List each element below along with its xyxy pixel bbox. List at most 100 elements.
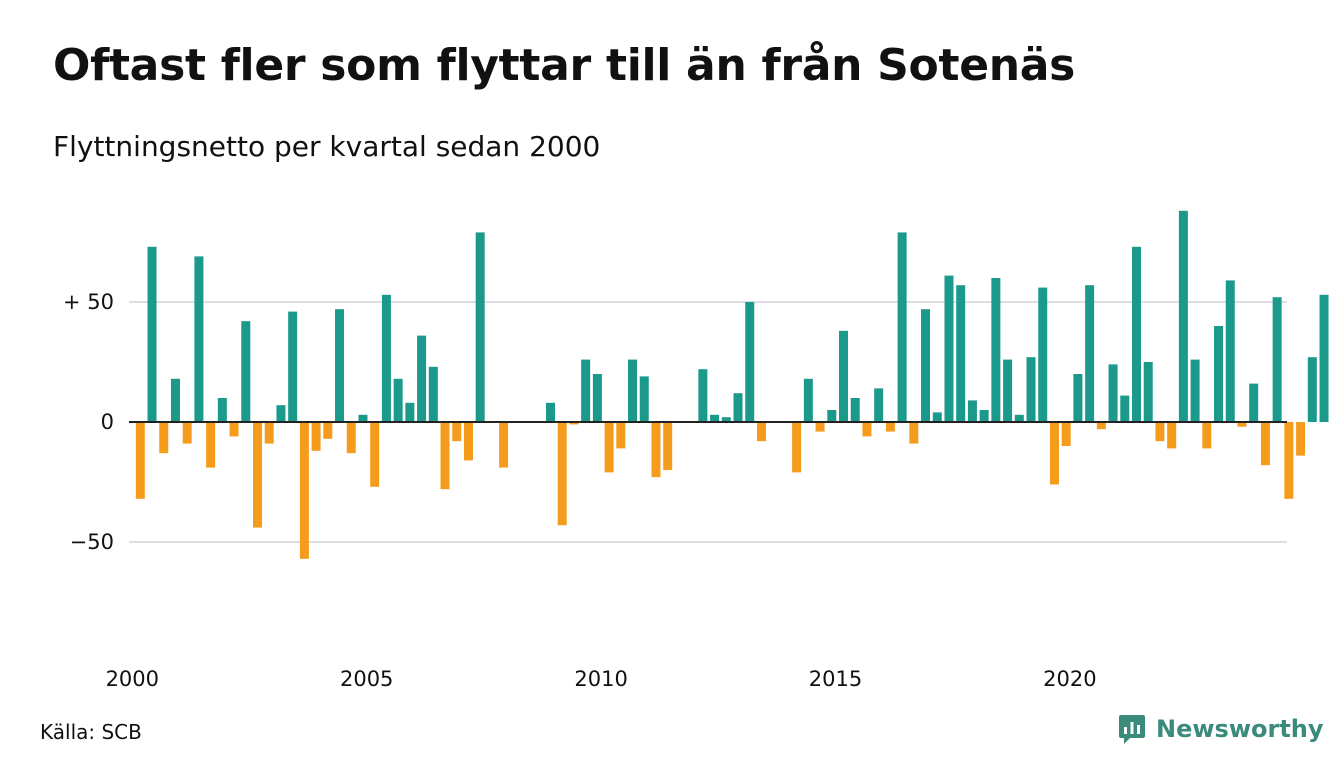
bar <box>850 398 860 422</box>
brand-logo: Newsworthy <box>1118 713 1324 745</box>
bar <box>1038 287 1048 422</box>
bar <box>1014 414 1024 422</box>
bar <box>710 414 720 422</box>
bar <box>557 422 567 526</box>
x-tick-label: 2015 <box>809 667 862 691</box>
bar <box>921 309 931 422</box>
bar <box>1143 362 1153 422</box>
bar <box>440 422 450 490</box>
bar <box>604 422 614 473</box>
bar <box>346 422 356 454</box>
bar <box>381 294 391 422</box>
bar <box>229 422 239 437</box>
bar <box>135 422 145 499</box>
bar <box>1202 422 1212 449</box>
bar <box>1307 357 1317 422</box>
bar <box>698 369 708 422</box>
x-tick-label: 2020 <box>1043 667 1096 691</box>
bar <box>1225 280 1235 422</box>
bar <box>323 422 333 439</box>
bar <box>147 246 157 422</box>
bar <box>991 278 1001 422</box>
bar <box>874 388 884 422</box>
bar <box>393 378 403 422</box>
bars <box>135 210 1329 559</box>
bar <box>217 398 227 422</box>
x-tick-label: 2005 <box>340 667 393 691</box>
bar <box>592 374 602 422</box>
bar <box>897 232 907 422</box>
bar <box>944 275 954 422</box>
bar <box>417 335 427 422</box>
chart-title: Oftast fler som flyttar till än från Sot… <box>53 40 1076 91</box>
bar <box>639 376 649 422</box>
bar <box>405 402 415 422</box>
bar <box>1120 395 1130 422</box>
bar <box>885 422 895 432</box>
bar <box>569 422 579 425</box>
newsworthy-logo-icon <box>1119 715 1145 744</box>
bar <box>299 422 309 559</box>
bar <box>253 422 262 528</box>
bar <box>170 378 180 422</box>
bar <box>839 330 848 422</box>
bar <box>932 412 942 422</box>
bar <box>721 417 731 422</box>
bar <box>1237 422 1247 427</box>
bar <box>792 422 802 473</box>
bar <box>194 256 204 422</box>
chart-subtitle: Flyttningsnetto per kvartal sedan 2000 <box>53 130 601 163</box>
bar <box>182 422 192 444</box>
bar <box>1319 294 1329 422</box>
bar <box>1272 297 1282 422</box>
bar <box>276 405 286 422</box>
y-tick-label: + 50 <box>63 290 114 314</box>
bar <box>311 422 321 451</box>
bar <box>499 422 509 468</box>
x-tick-label: 2000 <box>106 667 159 691</box>
bar <box>1167 422 1177 449</box>
bar <box>733 393 743 422</box>
bar <box>616 422 626 449</box>
bar <box>370 422 380 487</box>
bar <box>1108 364 1118 422</box>
bar <box>475 232 485 422</box>
bar <box>756 422 766 442</box>
y-tick-label: −50 <box>70 530 114 554</box>
x-tick-label: 2010 <box>574 667 627 691</box>
bar <box>206 422 216 468</box>
bar <box>1214 326 1224 422</box>
axes: + 50 0 −50 2000 2005 2010 2015 2020 <box>63 290 1287 691</box>
bar <box>358 414 368 422</box>
bar <box>745 302 755 422</box>
bar <box>1178 210 1188 422</box>
bar <box>581 359 591 422</box>
bar <box>956 285 966 422</box>
bar <box>159 422 169 454</box>
bar <box>1260 422 1270 466</box>
bar <box>241 321 251 422</box>
bar <box>1284 422 1294 499</box>
bar <box>803 378 813 422</box>
bar <box>862 422 872 437</box>
bar <box>1026 357 1036 422</box>
bar <box>335 309 345 422</box>
bar <box>815 422 825 432</box>
bar <box>1249 383 1259 422</box>
y-tick-label: 0 <box>101 410 114 434</box>
bar <box>1061 422 1071 446</box>
bar <box>264 422 274 444</box>
bar <box>1132 246 1141 422</box>
bar <box>1296 422 1306 456</box>
bar <box>1073 374 1083 422</box>
bar <box>967 400 977 422</box>
bar-chart: + 50 0 −50 2000 2005 2010 2015 2020 <box>63 210 1329 691</box>
bar <box>663 422 673 470</box>
bar <box>628 359 638 422</box>
bar <box>546 402 555 422</box>
bar <box>428 366 438 422</box>
bar <box>827 410 837 422</box>
bar <box>288 311 298 422</box>
bar <box>1003 359 1013 422</box>
bar <box>452 422 462 442</box>
